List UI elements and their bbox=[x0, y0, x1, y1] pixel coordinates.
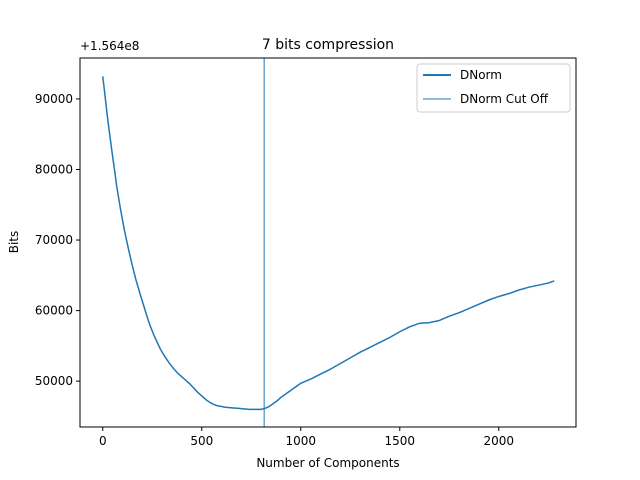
chart-title: 7 bits compression bbox=[262, 37, 394, 53]
y-tick-label: 90000 bbox=[35, 92, 73, 106]
y-axis-label: Bits bbox=[7, 231, 21, 254]
x-tick-label: 2000 bbox=[484, 434, 515, 448]
x-axis-label: Number of Components bbox=[256, 456, 399, 470]
series-line-dnorm bbox=[102, 76, 555, 411]
plot-frame bbox=[79, 57, 577, 428]
legend-box bbox=[416, 63, 571, 113]
y-tick-label: 60000 bbox=[35, 304, 73, 318]
y-tick-label: 70000 bbox=[35, 233, 73, 247]
y-offset-text: +1.564e8 bbox=[80, 39, 139, 53]
legend: DNorm DNorm Cut Off bbox=[416, 63, 571, 113]
x-tick-label: 1000 bbox=[286, 434, 317, 448]
x-tick-label: 500 bbox=[190, 434, 213, 448]
x-tick-label: 0 bbox=[99, 434, 107, 448]
y-tick-label: 50000 bbox=[35, 374, 73, 388]
legend-label-dnorm: DNorm bbox=[460, 68, 502, 82]
y-tick-label: 80000 bbox=[35, 162, 73, 176]
x-tick-label: 1500 bbox=[385, 434, 416, 448]
legend-label-cutoff: DNorm Cut Off bbox=[460, 92, 549, 106]
